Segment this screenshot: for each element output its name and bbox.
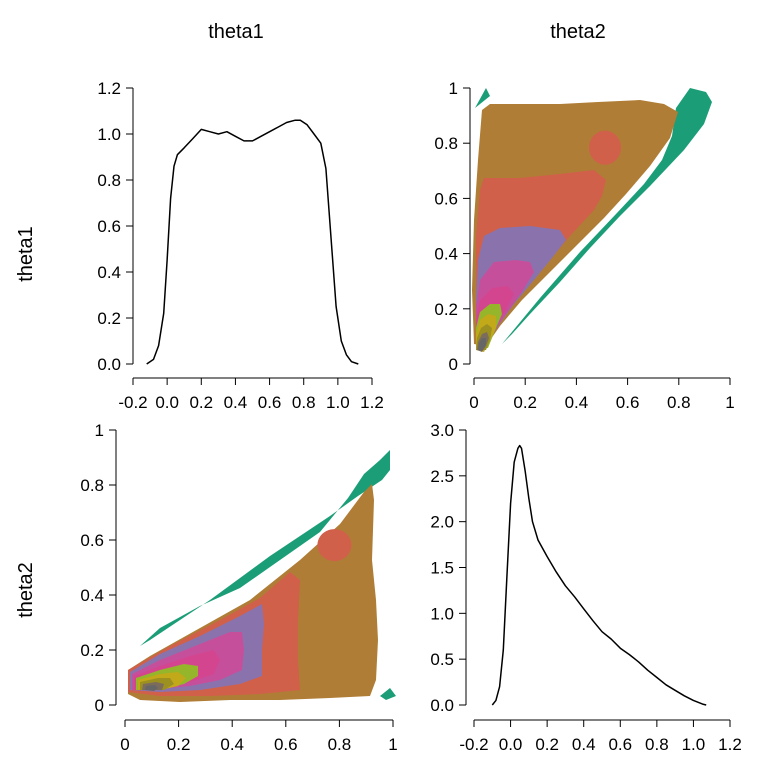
y-tick-label: 3.0: [430, 421, 454, 440]
x-tick-label: 1: [388, 735, 397, 754]
x-tick-label: 0.6: [608, 735, 632, 754]
x-tick-label: 0.6: [274, 735, 298, 754]
x-tick-label: 0.8: [292, 393, 316, 412]
y-tick-label: 0.6: [80, 531, 104, 550]
contour-level-1: [140, 450, 396, 700]
x-tick-label: 0.2: [513, 393, 537, 412]
x-tick-label: 0.4: [224, 393, 248, 412]
x-tick-label: 0.0: [499, 735, 523, 754]
y-tick-label: 1: [95, 421, 104, 440]
y-tick-label: 1: [449, 79, 458, 98]
y-tick-label: 1.0: [97, 125, 121, 144]
x-tick-label: 0.4: [565, 393, 589, 412]
y-tick-label: 2.0: [430, 513, 454, 532]
y-tick-label: 0.8: [80, 476, 104, 495]
column-label-theta2: theta2: [550, 21, 606, 43]
y-tick-label: 0.0: [97, 355, 121, 374]
x-tick-label: 0.4: [572, 735, 596, 754]
y-tick-label: 0.4: [80, 586, 104, 605]
column-label-theta1: theta1: [208, 21, 264, 43]
row-label-theta2: theta2: [15, 562, 37, 618]
theta2-density-curve-group: [491, 444, 707, 706]
x-tick-label: 0.6: [616, 393, 640, 412]
x-tick-label: 0: [120, 735, 129, 754]
y-tick-label: 0.8: [97, 171, 121, 190]
y-tick-label: 0.6: [97, 217, 121, 236]
x-tick-label: 1: [725, 393, 734, 412]
x-tick-label: 1.0: [326, 393, 350, 412]
theta1-density-curve-group: [146, 119, 359, 365]
panel-theta2-marginal: -0.2 0.0 0.2 0.4 0.6 0.8 1.0 1.2 0.0 0.5 1.0 1.5 2.0…: [430, 421, 741, 754]
x-tick-label: 0.2: [189, 393, 213, 412]
x-tick-label: 0.4: [220, 735, 244, 754]
y-tick-label: 1.2: [97, 79, 121, 98]
density-contours-lower: [128, 450, 396, 702]
y-tick-label: 1.0: [430, 604, 454, 623]
x-tick-label: -0.2: [459, 735, 488, 754]
x-tick-label: 0.8: [645, 735, 669, 754]
theta2-vs-theta1-axes: 0 0.2 0.4 0.6 0.8 1 0 0.2 0.4 0.6 0.8 1: [434, 79, 734, 412]
theta1-marginal-axes: -0.2 0.0 0.2 0.4 0.6 0.8 1.0 1.2 0.0 0.2 0.4 0.6 0.8…: [97, 79, 383, 412]
y-tick-label: 2.5: [430, 467, 454, 486]
panel-theta2-vs-theta1: 0 0.2 0.4 0.6 0.8 1 0 0.2 0.4 0.6 0.8 1: [434, 79, 734, 412]
y-tick-label: 1.5: [430, 559, 454, 578]
y-tick-label: 0.8: [434, 134, 458, 153]
y-tick-label: 0.0: [430, 696, 454, 715]
contour-level-11: [145, 685, 158, 691]
y-tick-label: 0.4: [97, 263, 121, 282]
x-tick-label: 0.8: [328, 735, 352, 754]
density-line: [146, 119, 359, 365]
x-tick-label: 0.8: [667, 393, 691, 412]
y-tick-label: 0.4: [434, 245, 458, 264]
y-tick-label: 0: [95, 696, 104, 715]
x-tick-label: 1.0: [682, 735, 706, 754]
x-tick-label: 0.2: [535, 735, 559, 754]
row-label-theta1: theta1: [15, 226, 37, 282]
x-tick-label: 0: [469, 393, 478, 412]
x-tick-label: 1.2: [718, 735, 742, 754]
y-tick-label: 0: [449, 355, 458, 374]
x-tick-label: 0.6: [258, 393, 282, 412]
y-tick-label: 0.2: [434, 300, 458, 319]
y-tick-label: 0.2: [97, 309, 121, 328]
theta1-vs-theta2-axes: 0 0.2 0.4 0.6 0.8 1 0 0.2 0.4 0.6 0.8 1: [80, 421, 397, 754]
x-tick-label: 1.2: [360, 393, 384, 412]
y-tick-label: 0.6: [434, 189, 458, 208]
contour-level-11: [478, 338, 486, 351]
x-tick-label: 0.2: [167, 735, 191, 754]
y-tick-label: 0.2: [80, 641, 104, 660]
theta2-marginal-axes: -0.2 0.0 0.2 0.4 0.6 0.8 1.0 1.2 0.0 0.5 1.0 1.5 2.0…: [430, 421, 741, 754]
x-tick-label: -0.2: [118, 393, 147, 412]
x-tick-label: 0.0: [155, 393, 179, 412]
contour-level-1: [475, 88, 712, 344]
density-contours-upper: [472, 88, 712, 352]
panel-theta1-marginal: -0.2 0.0 0.2 0.4 0.6 0.8 1.0 1.2 0.0 0.2 0.4 0.6 0.8…: [97, 79, 383, 412]
density-line: [491, 444, 707, 706]
y-tick-label: 0.5: [430, 650, 454, 669]
panel-theta1-vs-theta2: 0 0.2 0.4 0.6 0.8 1 0 0.2 0.4 0.6 0.8 1: [80, 421, 397, 754]
